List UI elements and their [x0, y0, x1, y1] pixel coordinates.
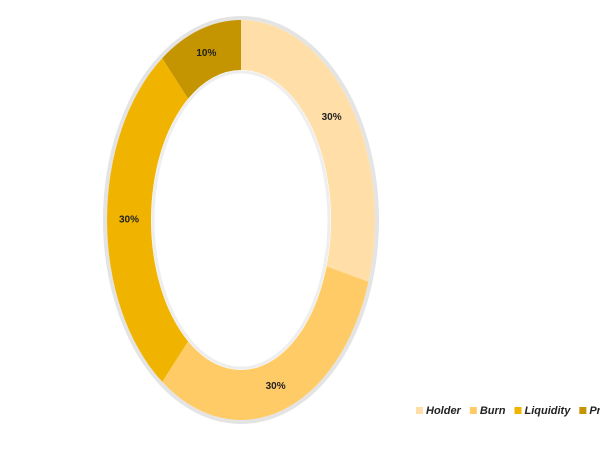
- legend-swatch: [514, 407, 522, 414]
- slice-label: 30%: [322, 112, 342, 123]
- legend-label: Burn: [480, 405, 506, 417]
- slice: [106, 58, 189, 382]
- slice-label: 30%: [266, 381, 286, 392]
- slice: [241, 20, 375, 282]
- legend-swatch: [469, 407, 477, 414]
- hole-shadow: [151, 70, 331, 370]
- ring-shadow: [103, 16, 379, 424]
- legend-label: Liquidity: [525, 405, 572, 417]
- legend-label: Holder: [426, 405, 462, 417]
- donut: 30% 30% 30% 10%: [103, 16, 379, 424]
- legend-label: Prize: [589, 405, 600, 417]
- legend-swatch: [416, 407, 423, 414]
- slice: [162, 20, 241, 99]
- slice-label: 10%: [196, 48, 216, 59]
- legend: Holder Burn Liquidity Prize: [416, 405, 600, 417]
- slice-label: 30%: [119, 215, 139, 226]
- slice: [162, 266, 369, 420]
- legend-swatch: [579, 407, 587, 414]
